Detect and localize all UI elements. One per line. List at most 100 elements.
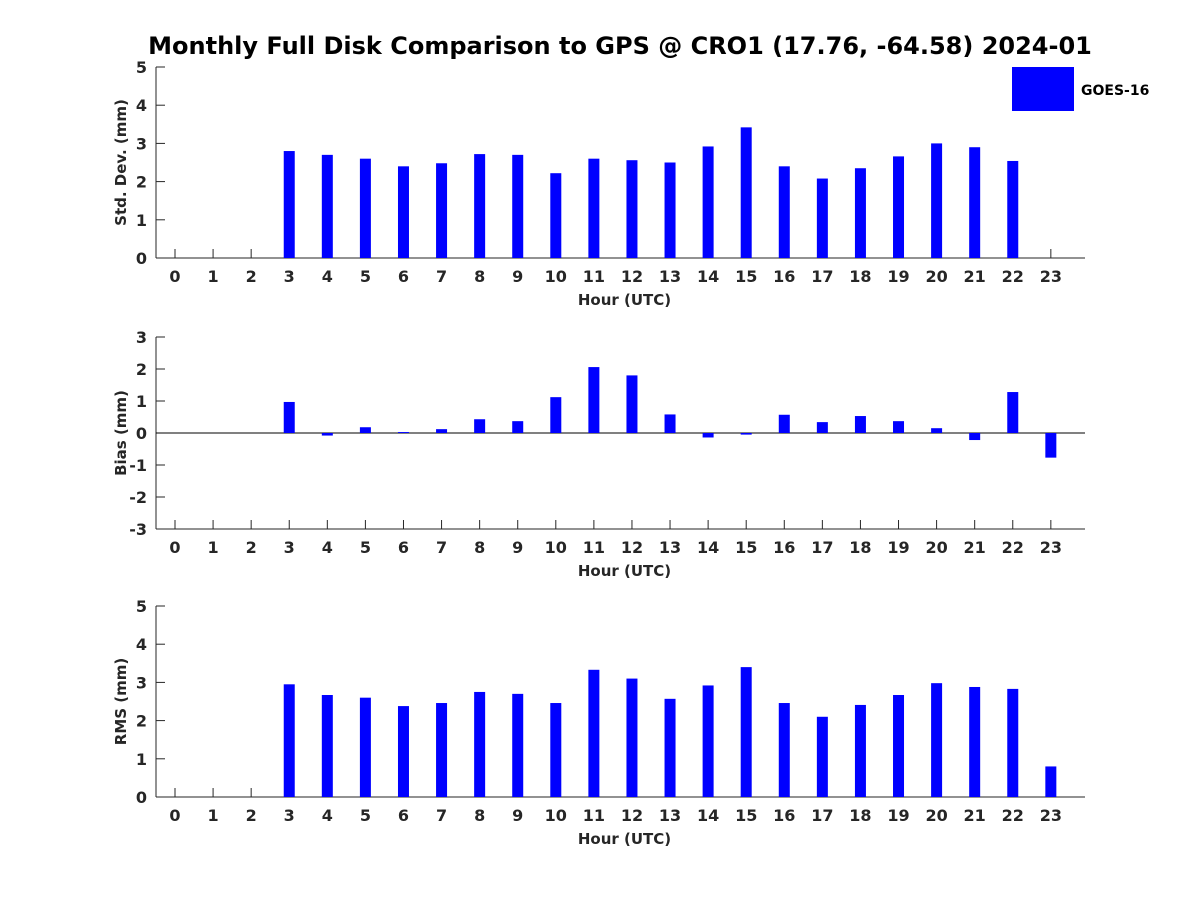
std-dev-bar-hour-16 xyxy=(778,166,790,258)
bias-x-tick-label: 9 xyxy=(512,538,523,557)
rms-x-tick-label: 19 xyxy=(887,806,909,825)
bias-bar-hour-13 xyxy=(664,414,676,433)
bias-bar-hour-10 xyxy=(550,397,562,433)
std-dev-x-tick-label: 0 xyxy=(169,267,180,286)
std-dev-bar-hour-21 xyxy=(969,147,981,258)
bias-bar-hour-18 xyxy=(854,416,866,433)
std-dev-bar-hour-17 xyxy=(816,178,828,258)
std-dev-y-tick-label: 5 xyxy=(136,58,147,77)
rms-x-tick-label: 20 xyxy=(925,806,947,825)
std-dev-x-tick-label: 15 xyxy=(735,267,757,286)
rms-bar-hour-15 xyxy=(740,667,752,797)
bias-x-tick-label: 16 xyxy=(773,538,795,557)
rms-y-axis-label: RMS (mm) xyxy=(112,658,130,745)
rms-x-tick-label: 11 xyxy=(583,806,605,825)
bias-x-tick-label: 6 xyxy=(398,538,409,557)
rms-x-tick-label: 21 xyxy=(964,806,986,825)
legend-label: GOES-16 xyxy=(1081,83,1149,99)
rms-x-tick-label: 18 xyxy=(849,806,871,825)
bias-x-tick-label: 22 xyxy=(1002,538,1024,557)
bias-x-tick-label: 0 xyxy=(169,538,180,557)
std-dev-x-axis-label: Hour (UTC) xyxy=(578,291,671,309)
std-dev-bar-hour-22 xyxy=(1007,160,1019,258)
rms-x-tick-label: 7 xyxy=(436,806,447,825)
bias-x-tick-label: 4 xyxy=(322,538,333,557)
rms-bar-hour-7 xyxy=(436,703,448,797)
bias-x-tick-label: 15 xyxy=(735,538,757,557)
rms-x-tick-label: 15 xyxy=(735,806,757,825)
std-dev-bar-hour-11 xyxy=(588,158,600,258)
bias-bar-hour-17 xyxy=(816,422,828,433)
bias-bar-hour-20 xyxy=(931,428,943,433)
rms-bar-hour-14 xyxy=(702,685,714,797)
rms-x-tick-label: 1 xyxy=(208,806,219,825)
std-dev-bar-hour-10 xyxy=(550,173,562,258)
rms-bar-hour-20 xyxy=(931,683,943,797)
bias-x-tick-label: 2 xyxy=(246,538,257,557)
bias-bar-hour-7 xyxy=(436,429,448,433)
rms-bar-hour-11 xyxy=(588,669,600,797)
bias-y-tick-label: 1 xyxy=(136,392,147,411)
bias-y-tick-label: -2 xyxy=(129,488,147,507)
bias-bar-hour-9 xyxy=(512,421,524,433)
std-dev-bar-hour-15 xyxy=(740,127,752,258)
std-dev-bar-hour-7 xyxy=(436,163,448,258)
rms-x-tick-label: 2 xyxy=(246,806,257,825)
std-dev-x-tick-label: 22 xyxy=(1002,267,1024,286)
rms-bar-hour-22 xyxy=(1007,688,1019,797)
std-dev-bar-hour-8 xyxy=(474,154,486,258)
rms-bar-hour-6 xyxy=(397,706,409,797)
std-dev-x-tick-label: 4 xyxy=(322,267,333,286)
std-dev-x-tick-label: 17 xyxy=(811,267,833,286)
rms-x-tick-label: 8 xyxy=(474,806,485,825)
bias-x-tick-label: 3 xyxy=(284,538,295,557)
std-dev-bar-hour-19 xyxy=(893,156,905,258)
bias-bar-hour-12 xyxy=(626,375,638,433)
std-dev-x-tick-label: 18 xyxy=(849,267,871,286)
rms-bar-hour-18 xyxy=(854,704,866,797)
legend: GOES-16 xyxy=(1012,67,1149,111)
rms-x-tick-label: 23 xyxy=(1040,806,1062,825)
std-dev-x-tick-label: 2 xyxy=(246,267,257,286)
rms-bar-hour-23 xyxy=(1045,766,1057,797)
bias-x-tick-label: 17 xyxy=(811,538,833,557)
rms-x-axis-label: Hour (UTC) xyxy=(578,830,671,848)
std-dev-x-tick-label: 19 xyxy=(887,267,909,286)
std-dev-x-tick-label: 13 xyxy=(659,267,681,286)
rms-x-tick-label: 5 xyxy=(360,806,371,825)
bias-bar-hour-4 xyxy=(321,433,333,436)
bias-x-tick-label: 14 xyxy=(697,538,719,557)
std-dev-x-tick-label: 1 xyxy=(208,267,219,286)
std-dev-x-tick-label: 7 xyxy=(436,267,447,286)
rms-x-tick-label: 9 xyxy=(512,806,523,825)
rms-x-tick-label: 0 xyxy=(169,806,180,825)
bias-x-tick-label: 21 xyxy=(964,538,986,557)
std-dev-bar-hour-9 xyxy=(512,154,524,258)
rms-bar-hour-10 xyxy=(550,703,562,797)
std-dev-x-tick-label: 20 xyxy=(925,267,947,286)
bias-x-tick-label: 11 xyxy=(583,538,605,557)
bias-x-tick-label: 20 xyxy=(925,538,947,557)
bias-y-tick-label: -1 xyxy=(129,456,147,475)
bias-bar-hour-15 xyxy=(740,433,752,435)
bias-y-tick-label: -3 xyxy=(129,520,147,539)
bias-x-tick-label: 23 xyxy=(1040,538,1062,557)
rms-y-tick-label: 2 xyxy=(136,712,147,731)
bias-bar-hour-21 xyxy=(969,433,981,441)
rms-x-tick-label: 17 xyxy=(811,806,833,825)
bias-x-axis-label: Hour (UTC) xyxy=(578,562,671,580)
rms-y-tick-label: 5 xyxy=(136,597,147,616)
rms-bar-hour-21 xyxy=(969,686,981,797)
bias-bar-hour-14 xyxy=(702,433,714,438)
std-dev-x-tick-label: 10 xyxy=(545,267,567,286)
std-dev-bar-hour-18 xyxy=(854,168,866,258)
bias-x-tick-label: 19 xyxy=(887,538,909,557)
std-dev-y-tick-label: 3 xyxy=(136,134,147,153)
std-dev-x-tick-label: 12 xyxy=(621,267,643,286)
rms-x-tick-label: 10 xyxy=(545,806,567,825)
std-dev-bar-hour-20 xyxy=(931,143,943,258)
std-dev-x-tick-label: 9 xyxy=(512,267,523,286)
bias-x-tick-label: 1 xyxy=(208,538,219,557)
